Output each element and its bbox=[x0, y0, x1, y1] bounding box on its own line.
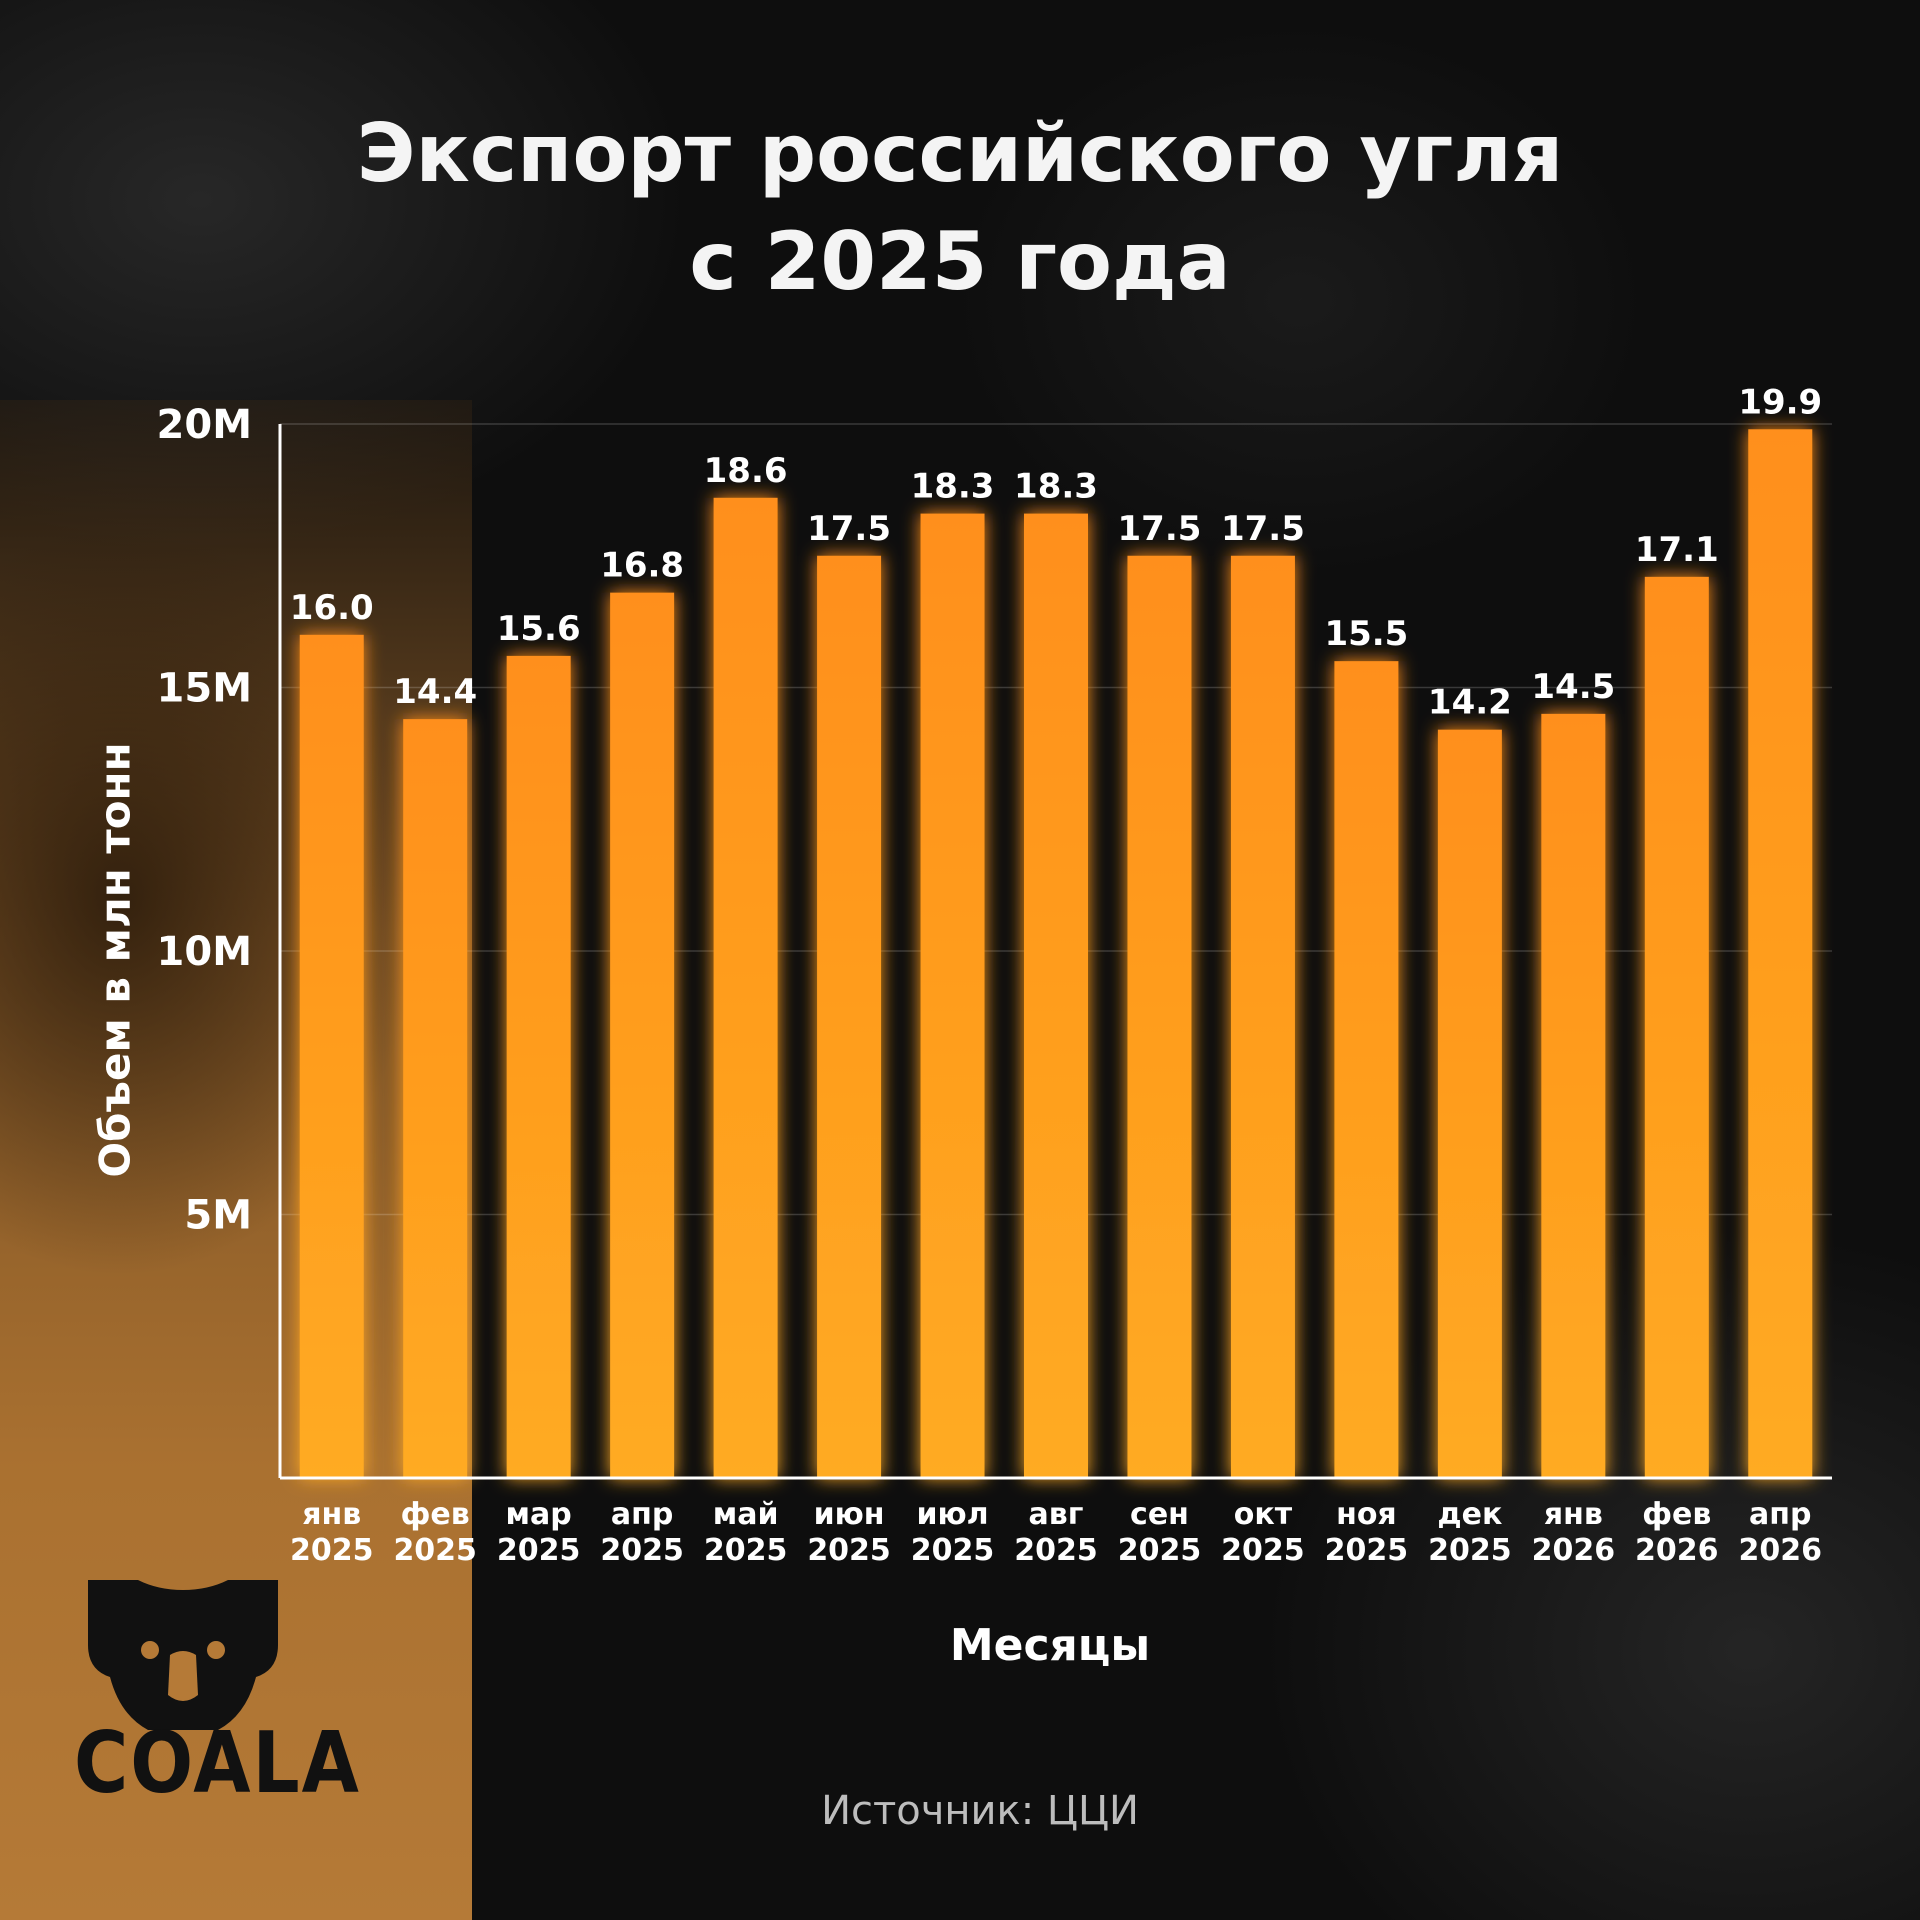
bar bbox=[1127, 555, 1192, 1478]
x-tick-month: фев bbox=[1642, 1497, 1711, 1532]
x-tick-month: янв bbox=[302, 1497, 361, 1532]
x-tick-year: 2025 bbox=[1118, 1533, 1202, 1568]
y-tick-label: 20M bbox=[157, 402, 252, 448]
x-tick-year: 2025 bbox=[1014, 1533, 1098, 1568]
bar-value-label: 18.3 bbox=[1014, 467, 1098, 507]
bar-value-label: 14.2 bbox=[1428, 683, 1512, 723]
x-tick-year: 2026 bbox=[1739, 1533, 1823, 1568]
bar-value-label: 17.5 bbox=[1118, 509, 1202, 549]
x-tick-year: 2026 bbox=[1532, 1533, 1616, 1568]
koala-logo-icon bbox=[88, 1580, 278, 1730]
bar bbox=[817, 555, 882, 1478]
x-tick-year: 2025 bbox=[290, 1533, 374, 1568]
y-tick-label: 5M bbox=[184, 1193, 252, 1239]
chart-title-line-2: с 2025 года bbox=[689, 215, 1231, 308]
bar-value-label: 17.5 bbox=[807, 509, 891, 549]
bar bbox=[1024, 513, 1088, 1478]
x-tick-month: апр bbox=[1749, 1497, 1811, 1532]
bar bbox=[299, 634, 364, 1478]
x-tick-month: июл bbox=[916, 1497, 988, 1532]
x-tick-month: дек bbox=[1437, 1497, 1502, 1532]
x-tick-year: 2025 bbox=[704, 1533, 788, 1568]
x-tick-month: ноя bbox=[1336, 1497, 1397, 1532]
bar bbox=[1541, 713, 1606, 1478]
x-tick-month: янв bbox=[1544, 1497, 1603, 1532]
bar-value-label: 17.5 bbox=[1221, 509, 1305, 549]
x-tick-month: фев bbox=[401, 1497, 470, 1532]
bar-value-label: 18.6 bbox=[704, 451, 788, 491]
x-tick-month: май bbox=[713, 1497, 779, 1532]
x-tick-year: 2025 bbox=[1325, 1533, 1409, 1568]
x-tick-year: 2025 bbox=[393, 1533, 477, 1568]
bar bbox=[1644, 576, 1709, 1478]
x-axis-label: Месяцы bbox=[949, 1620, 1151, 1671]
chart-title-line-1: Экспорт российского угля bbox=[356, 107, 1564, 200]
x-tick-year: 2025 bbox=[1428, 1533, 1512, 1568]
bar-value-label: 19.9 bbox=[1738, 382, 1822, 422]
chart-title: Экспорт российского угля с 2025 года bbox=[0, 100, 1920, 316]
bar bbox=[920, 513, 985, 1478]
bar-value-label: 18.3 bbox=[911, 467, 995, 507]
x-tick-month: июн bbox=[814, 1497, 885, 1532]
x-tick-month: окт bbox=[1234, 1497, 1293, 1532]
bar bbox=[1437, 729, 1502, 1478]
x-tick-year: 2025 bbox=[600, 1533, 684, 1568]
x-tick-year: 2025 bbox=[911, 1533, 995, 1568]
bar bbox=[713, 497, 778, 1478]
x-tick-year: 2026 bbox=[1635, 1533, 1719, 1568]
bar-value-label: 16.8 bbox=[600, 546, 684, 586]
x-tick-year: 2025 bbox=[1221, 1533, 1305, 1568]
x-tick-year: 2025 bbox=[807, 1533, 891, 1568]
bar bbox=[403, 719, 468, 1478]
y-axis-label-text: Объем в млн тонн bbox=[90, 742, 140, 1178]
bar-value-label: 15.6 bbox=[497, 609, 581, 649]
bar-value-label: 15.5 bbox=[1324, 614, 1408, 654]
bar bbox=[506, 655, 571, 1478]
x-tick-month: апр bbox=[611, 1497, 673, 1532]
bar-value-label: 14.4 bbox=[393, 672, 477, 712]
x-tick-month: мар bbox=[506, 1497, 572, 1532]
x-tick-month: авг bbox=[1029, 1497, 1084, 1532]
x-tick-month: сен bbox=[1130, 1497, 1189, 1532]
bar bbox=[1334, 661, 1399, 1478]
bar-value-label: 16.0 bbox=[290, 588, 374, 628]
bar-value-label: 17.1 bbox=[1635, 530, 1719, 570]
bar bbox=[1748, 429, 1813, 1478]
source-note: Источник: ЦЦИ bbox=[821, 1788, 1139, 1834]
x-tick-year: 2025 bbox=[497, 1533, 581, 1568]
y-tick-label: 10M bbox=[157, 929, 252, 975]
logo-text: COALA bbox=[74, 1713, 361, 1813]
bar-value-label: 14.5 bbox=[1531, 667, 1615, 707]
bar bbox=[610, 592, 675, 1478]
y-tick-label: 15M bbox=[157, 666, 252, 712]
bar bbox=[1230, 555, 1295, 1478]
